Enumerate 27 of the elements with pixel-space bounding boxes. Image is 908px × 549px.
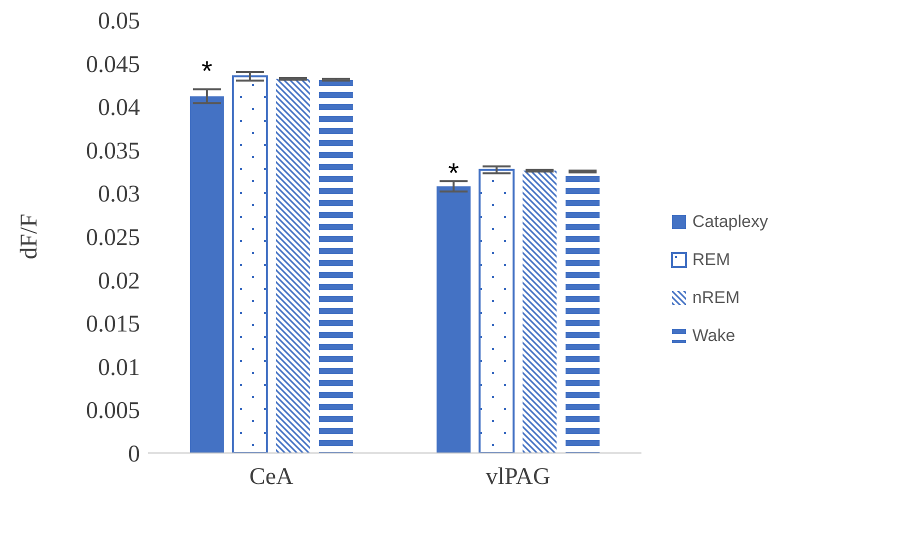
y-tick-label: 0.045 bbox=[86, 52, 140, 78]
legend-label: nREM bbox=[692, 288, 740, 308]
legend-label: Wake bbox=[692, 326, 736, 346]
bar bbox=[522, 170, 557, 453]
legend-label: Cataplexy bbox=[692, 212, 768, 232]
annotation: * bbox=[201, 55, 212, 86]
bar bbox=[276, 78, 310, 453]
bar bbox=[190, 96, 224, 453]
y-tick-label: 0.02 bbox=[98, 268, 140, 294]
y-tick-label: 0.035 bbox=[86, 138, 140, 164]
x-tick-label: vlPAG bbox=[486, 464, 550, 490]
y-axis-title: dF/F bbox=[16, 214, 43, 260]
y-tick-label: 0.005 bbox=[86, 398, 140, 424]
legend-label: REM bbox=[692, 250, 730, 270]
bar bbox=[232, 75, 268, 453]
y-tick-label: 0.01 bbox=[98, 354, 140, 381]
annotation: * bbox=[448, 157, 460, 188]
x-tick-label: CeA bbox=[249, 464, 294, 490]
bar bbox=[478, 168, 515, 453]
y-tick-label: 0 bbox=[128, 442, 140, 468]
bar bbox=[436, 186, 471, 453]
y-tick-label: 0.04 bbox=[98, 95, 140, 122]
y-tick-label: 0.05 bbox=[98, 8, 140, 35]
y-tick-label: 0.015 bbox=[86, 312, 140, 338]
y-tick-label: 0.03 bbox=[98, 182, 140, 208]
y-tick-label: 0.025 bbox=[86, 225, 140, 252]
bar bbox=[318, 80, 353, 453]
